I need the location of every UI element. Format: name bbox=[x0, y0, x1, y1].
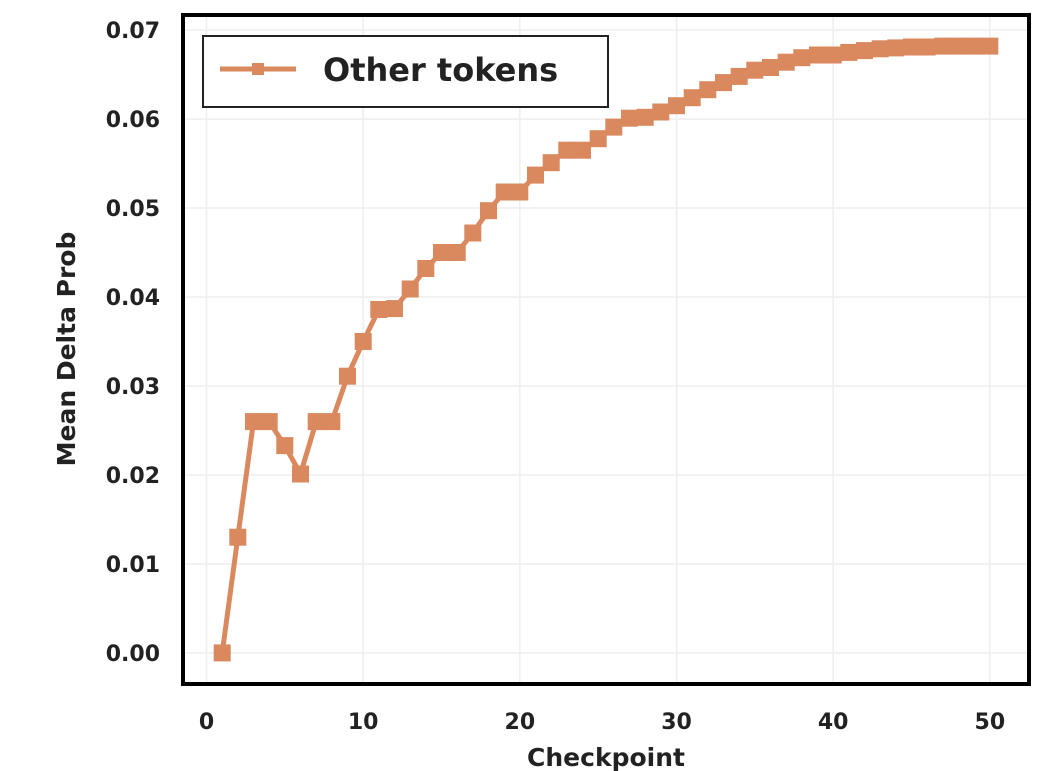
data-point bbox=[292, 465, 309, 483]
data-point bbox=[370, 301, 388, 318]
data-point bbox=[746, 61, 764, 79]
series-layer bbox=[213, 37, 999, 662]
data-point bbox=[276, 437, 294, 455]
data-point bbox=[354, 333, 372, 350]
data-point bbox=[668, 97, 685, 115]
data-point bbox=[965, 37, 983, 55]
data-point bbox=[339, 367, 356, 385]
x-tick-label: 10 bbox=[348, 710, 379, 735]
data-point bbox=[448, 244, 466, 261]
y-tick-label: 0.02 bbox=[106, 464, 160, 489]
data-point bbox=[574, 141, 591, 159]
x-tick-label: 20 bbox=[505, 710, 536, 735]
data-point bbox=[558, 141, 576, 159]
data-point bbox=[950, 37, 967, 55]
data-point bbox=[699, 81, 717, 99]
data-point bbox=[636, 108, 654, 126]
data-point bbox=[245, 413, 262, 431]
legend-marker-square bbox=[252, 63, 264, 75]
data-point bbox=[511, 183, 529, 201]
data-point bbox=[762, 59, 779, 76]
data-point bbox=[621, 109, 638, 127]
data-point bbox=[715, 74, 732, 92]
y-tick-label: 0.01 bbox=[106, 553, 160, 578]
data-point bbox=[652, 103, 670, 121]
grid bbox=[183, 15, 1029, 684]
y-tick-label: 0.00 bbox=[106, 642, 160, 667]
data-point bbox=[871, 40, 889, 58]
x-tick-label: 30 bbox=[661, 710, 692, 735]
data-point bbox=[229, 528, 247, 546]
data-point bbox=[527, 166, 544, 184]
y-tick-label: 0.04 bbox=[106, 286, 160, 311]
plot-frame bbox=[181, 13, 1031, 686]
legend: Other tokens bbox=[202, 35, 609, 108]
data-point bbox=[307, 413, 325, 431]
data-point bbox=[934, 37, 952, 55]
data-point bbox=[683, 89, 701, 107]
data-point bbox=[856, 42, 873, 60]
data-point bbox=[433, 244, 450, 261]
data-point bbox=[605, 118, 623, 136]
data-point bbox=[981, 37, 999, 55]
data-point bbox=[903, 38, 920, 56]
data-point bbox=[401, 280, 419, 298]
x-axis-title: Checkpoint bbox=[527, 743, 685, 771]
data-point bbox=[793, 49, 811, 67]
data-point bbox=[824, 46, 842, 64]
y-tick-label: 0.07 bbox=[106, 19, 160, 44]
legend-label: Other tokens bbox=[323, 51, 558, 89]
data-point bbox=[887, 39, 905, 57]
y-axis-title: Mean Delta Prob bbox=[52, 232, 81, 467]
data-point bbox=[480, 202, 497, 220]
data-point bbox=[777, 53, 795, 71]
y-tick-label: 0.03 bbox=[106, 375, 160, 400]
data-point bbox=[589, 130, 607, 148]
x-tick-label: 50 bbox=[975, 710, 1006, 735]
data-point bbox=[918, 38, 936, 56]
data-point bbox=[323, 413, 341, 431]
data-point bbox=[542, 154, 560, 172]
x-tick-label: 40 bbox=[818, 710, 849, 735]
y-tick-label: 0.06 bbox=[106, 108, 160, 133]
data-point bbox=[730, 67, 748, 85]
data-point bbox=[840, 43, 858, 61]
data-point bbox=[260, 413, 278, 431]
data-point bbox=[464, 224, 482, 242]
data-point bbox=[417, 260, 435, 277]
data-point bbox=[495, 183, 513, 201]
data-point bbox=[213, 644, 231, 662]
data-point bbox=[809, 46, 826, 64]
x-tick-label: 0 bbox=[199, 710, 214, 735]
x-axis-ticks: 0 10 20 30 40 50 bbox=[199, 710, 1005, 735]
y-tick-label: 0.05 bbox=[106, 197, 160, 222]
y-axis-ticks: 0.00 0.01 0.02 0.03 0.04 0.05 0.06 0.07 bbox=[106, 19, 160, 667]
data-point bbox=[386, 300, 403, 318]
